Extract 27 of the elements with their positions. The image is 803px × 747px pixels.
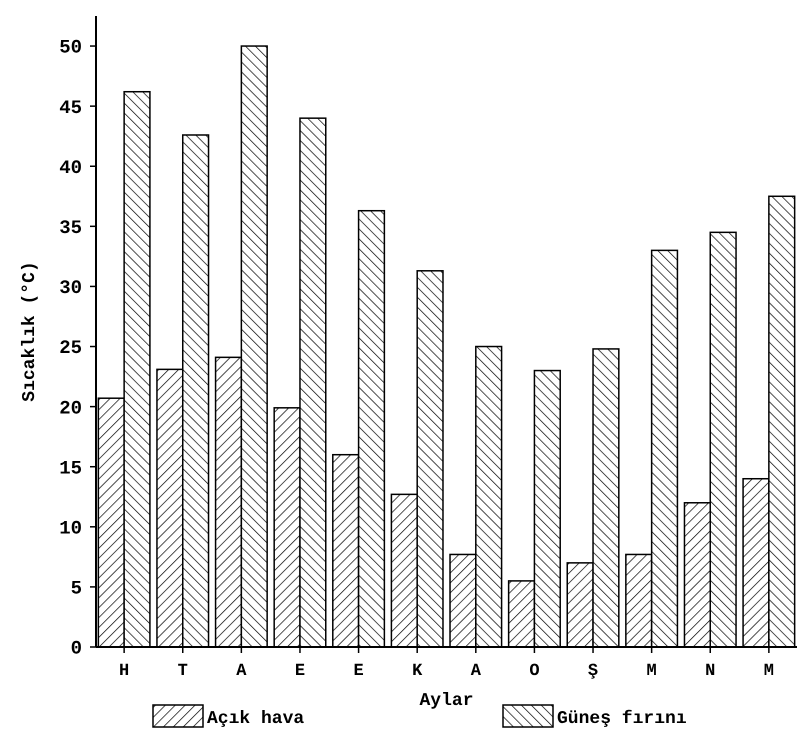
- y-tick-label: 30: [59, 277, 82, 300]
- x-tick-label: E: [294, 662, 306, 681]
- y-axis-title: Sıcaklık (°C): [20, 261, 40, 402]
- x-tick-label: E: [353, 662, 364, 681]
- x-tick-label: A: [236, 662, 248, 681]
- x-tick-label: Ş: [588, 662, 598, 681]
- legend-label: Güneş fırını: [557, 709, 687, 729]
- x-tick-label: K: [412, 662, 424, 681]
- x-axis-title: Aylar: [419, 691, 474, 711]
- x-tick-label: T: [178, 662, 188, 681]
- legend-label: Açık hava: [207, 709, 304, 729]
- y-tick-label: 5: [70, 578, 82, 600]
- y-tick-label: 25: [59, 337, 82, 360]
- y-tick-label: 10: [59, 517, 82, 540]
- y-tick-label: 40: [59, 156, 82, 179]
- x-tick-label: M: [764, 662, 774, 681]
- y-tick-label: 15: [59, 457, 82, 480]
- x-tick-label: A: [470, 662, 482, 681]
- y-tick-label: 45: [59, 96, 82, 119]
- y-tick-label: 20: [59, 397, 82, 420]
- x-tick-label: H: [119, 662, 130, 681]
- y-tick-label: 50: [59, 36, 82, 59]
- y-tick-label: 0: [70, 638, 82, 660]
- x-tick-label: O: [529, 662, 540, 681]
- x-tick-label: N: [705, 662, 716, 681]
- x-tick-label: M: [646, 662, 657, 681]
- y-tick-label: 35: [59, 216, 82, 239]
